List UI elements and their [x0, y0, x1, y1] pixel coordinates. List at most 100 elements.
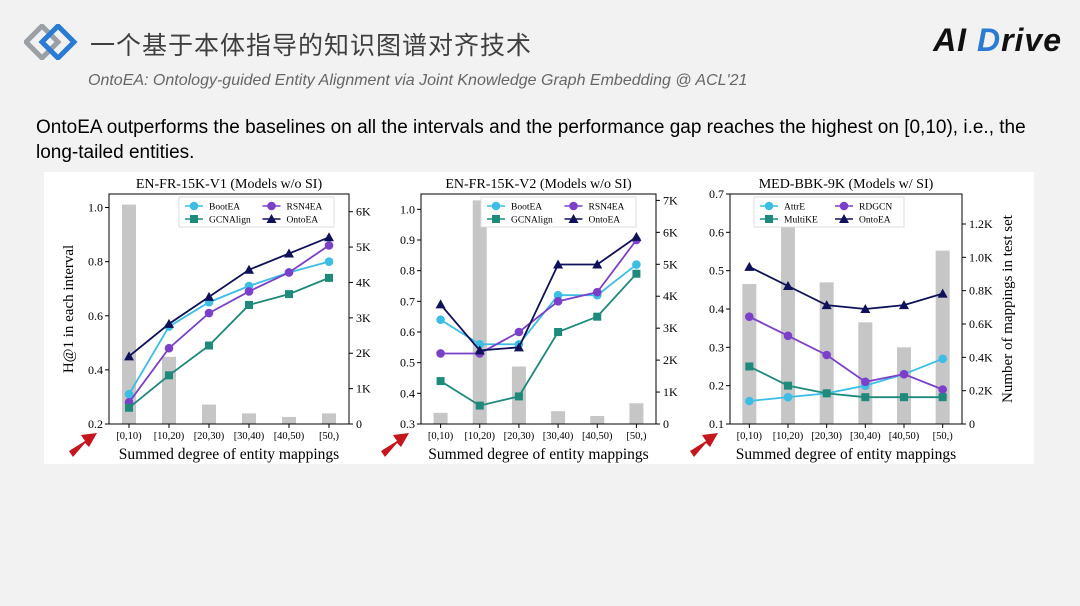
- legend-marker: [568, 214, 579, 223]
- data-point: [592, 287, 602, 297]
- series-line: [440, 273, 638, 407]
- series-line: [439, 236, 637, 352]
- y2-tick-label: 3K: [663, 321, 678, 335]
- count-bar: [242, 413, 256, 424]
- data-point: [745, 396, 754, 406]
- x-tick-label: [30,40): [850, 431, 881, 442]
- brand-text-a: AI: [933, 22, 977, 58]
- data-point: [324, 257, 334, 266]
- chart-title: EN-FR-15K-V2 (Models w/o SI): [445, 177, 632, 192]
- legend: AttrE RDGCN MultiKE OntoEA: [753, 196, 905, 228]
- legend-label: AttrE: [784, 203, 805, 213]
- y-tick-label: 0.4: [88, 363, 103, 377]
- data-point: [245, 300, 253, 309]
- y2-tick-label: 2K: [663, 353, 678, 367]
- chart-1: 0.2 0.4 0.6 0.8 1.0 0 1K 2K 3K 4K 5K 6K [0,10) [10,20…: [61, 177, 371, 463]
- count-bar: [629, 403, 644, 424]
- data-point: [474, 345, 485, 355]
- y-tick-label: 0.2: [88, 417, 103, 431]
- count-bar: [282, 416, 296, 424]
- y-tick-label: 0.5: [709, 264, 724, 278]
- brand-diamond-icon: [24, 24, 78, 60]
- y2-tick-label: 1.0K: [969, 250, 993, 264]
- data-point: [938, 385, 947, 394]
- data-point: [592, 259, 603, 269]
- brand-logo: AI Drive: [933, 22, 1062, 59]
- data-point: [783, 392, 793, 402]
- legend-marker: [189, 201, 199, 211]
- chart-3: 0.1 0.2 0.3 0.4 0.5 0.6 0.7 0 0.2K 0.4K 0.6K 0.8K 1.…: [690, 177, 1016, 463]
- y-tick-label: 0.6: [709, 225, 724, 239]
- key-statement: OntoEA outperforms the baselines on all …: [36, 117, 1026, 163]
- y2-tick-label: 1K: [356, 382, 371, 396]
- count-bar: [551, 411, 566, 424]
- brand-text-b: rive: [1001, 22, 1062, 58]
- y2-tick-label: 1.2K: [969, 217, 993, 231]
- y2-tick-label: 0.2K: [969, 384, 993, 398]
- legend-marker: [839, 214, 849, 223]
- y-tick-label: 0.6: [88, 309, 103, 323]
- y-tick-label: 1.0: [88, 201, 103, 215]
- count-bar: [781, 207, 795, 424]
- data-point: [514, 392, 523, 401]
- series-line: [128, 236, 330, 358]
- figure-panel: 0.2 0.4 0.6 0.8 1.0 0 1K 2K 3K 4K 5K 6K [0,10) [10,20…: [44, 172, 1034, 464]
- x-tick-label: [0,10): [737, 431, 763, 442]
- data-point: [938, 354, 947, 364]
- legend-label: GCNAlign: [209, 216, 251, 226]
- series-line: [748, 315, 943, 391]
- x-tick-label: [30,40): [234, 431, 265, 442]
- data-point: [244, 287, 254, 296]
- y2-tick-label: 0: [356, 417, 362, 431]
- legend-marker: [266, 214, 277, 223]
- y-tick-label: 0.6: [400, 325, 415, 339]
- data-point: [745, 362, 754, 371]
- data-point: [821, 300, 832, 310]
- legend-label: MultiKE: [784, 216, 818, 226]
- data-point: [325, 273, 333, 282]
- highlight-arrow-icon: [69, 433, 97, 457]
- data-point: [204, 291, 214, 301]
- y-axis-label: H@1 in each interval: [61, 245, 77, 373]
- brand-text-d: D: [976, 22, 1002, 58]
- data-point: [435, 299, 446, 309]
- data-point: [784, 381, 792, 390]
- plot-frame: [420, 193, 657, 425]
- data-point: [284, 268, 294, 277]
- count-bar: [590, 416, 605, 424]
- legend: BootEA RSN4EA GCNAlign OntoEA: [480, 196, 637, 228]
- data-point: [899, 300, 909, 310]
- x-tick-label: [50,): [933, 431, 954, 442]
- data-point: [553, 297, 563, 306]
- legend-box: [178, 196, 335, 228]
- x-tick-label: [40,50): [889, 431, 920, 442]
- data-point: [165, 371, 173, 380]
- data-point: [938, 393, 947, 402]
- legend-label: RSN4EA: [287, 203, 323, 213]
- count-bar: [897, 347, 911, 424]
- legend-marker: [491, 201, 501, 211]
- data-point: [937, 288, 948, 298]
- data-point: [125, 403, 133, 412]
- legend-label: BootEA: [511, 203, 542, 213]
- data-point: [436, 349, 445, 358]
- series-line: [128, 244, 330, 403]
- data-point: [204, 308, 214, 318]
- data-point: [164, 318, 174, 328]
- y-tick-label: 0.7: [709, 187, 724, 201]
- legend-label: BootEA: [209, 203, 240, 213]
- y-tick-label: 0.7: [400, 294, 415, 308]
- y2-tick-label: 0: [969, 417, 975, 431]
- y-tick-label: 0.3: [709, 340, 724, 354]
- y2-tick-label: 0: [663, 417, 669, 431]
- data-point: [124, 351, 134, 361]
- data-point: [861, 393, 870, 402]
- x-tick-label: [20,30): [194, 431, 225, 442]
- data-point: [284, 248, 294, 258]
- x-tick-label: [30,40): [543, 431, 574, 442]
- data-point: [632, 260, 641, 269]
- y2-axis-label: Number of mappings in test set: [1000, 214, 1016, 403]
- data-point: [553, 259, 564, 269]
- data-point: [513, 342, 524, 352]
- y-tick-label: 0.3: [400, 417, 415, 431]
